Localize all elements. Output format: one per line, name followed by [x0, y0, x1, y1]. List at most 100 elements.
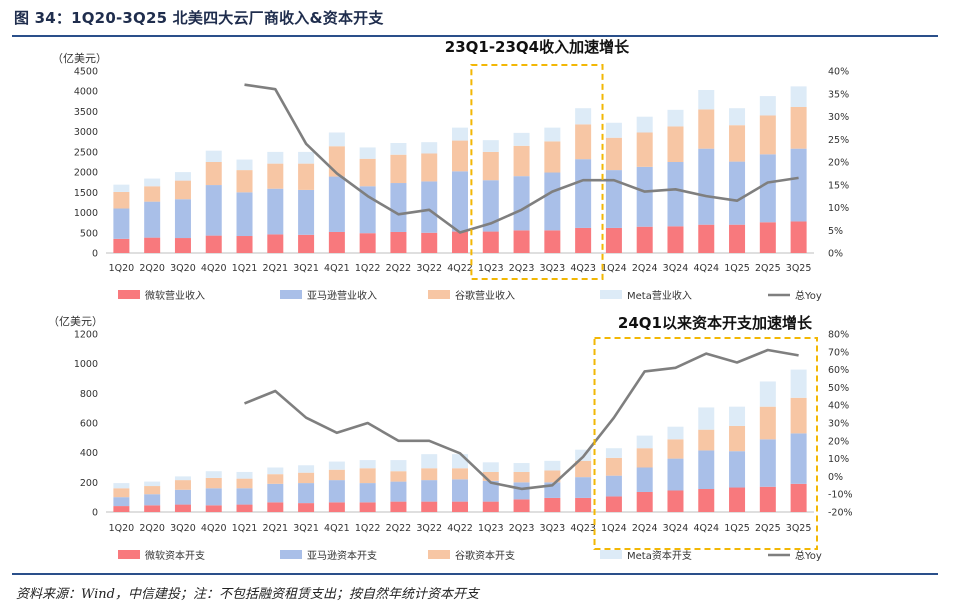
legend-swatch	[280, 550, 302, 559]
bar-segment	[174, 180, 191, 200]
bar-segment	[267, 467, 284, 475]
bar-segment	[729, 108, 746, 126]
bar-segment	[174, 476, 191, 481]
bar-segment	[144, 481, 161, 487]
y-unit-label: （亿美元）	[52, 52, 107, 65]
bar-segment	[174, 504, 191, 512]
bar-segment	[667, 426, 684, 440]
bar-segment	[605, 448, 622, 458]
bar-segment	[174, 489, 191, 505]
bar-segment	[390, 183, 407, 232]
bar-segment	[236, 159, 253, 171]
bar-segment	[451, 479, 469, 502]
bar-segment	[513, 132, 530, 146]
x-tick-label: 2Q25	[755, 263, 781, 274]
y-tick-label: 4000	[74, 87, 98, 98]
bar-segment	[605, 496, 622, 512]
bar-segment	[575, 124, 592, 160]
x-tick-label: 3Q23	[540, 523, 566, 534]
bar-segment	[544, 470, 561, 483]
bar-segment	[267, 483, 284, 503]
x-tick-label: 3Q23	[540, 263, 566, 274]
y2-tick-label: 70%	[828, 347, 849, 358]
bar-segment	[482, 140, 499, 152]
x-tick-label: 2Q22	[386, 263, 412, 274]
bar-segment	[605, 122, 622, 138]
bar-segment	[174, 172, 191, 181]
bar-segment	[421, 468, 438, 481]
bar-segment	[636, 132, 653, 167]
bar-segment	[421, 232, 438, 253]
y2-tick-label: 50%	[828, 383, 849, 394]
x-tick-label: 3Q21	[293, 523, 319, 534]
legend-label: 总Yoy	[795, 549, 822, 562]
bar-segment	[759, 406, 776, 440]
x-tick-label: 4Q20	[201, 523, 227, 534]
y-tick-label: 2000	[74, 168, 98, 179]
bar-segment	[144, 201, 161, 238]
bar-segment	[482, 501, 499, 512]
bar-segment	[605, 475, 622, 497]
x-tick-label: 2Q23	[509, 523, 535, 534]
bar-segment	[482, 151, 499, 181]
bar-segment	[451, 171, 469, 232]
y-tick-label: 600	[80, 419, 98, 430]
bar-segment	[359, 502, 376, 512]
y-tick-label: 1500	[74, 188, 98, 199]
legend-swatch	[118, 290, 140, 299]
bar-segment	[544, 127, 561, 142]
bar-segment	[790, 483, 807, 512]
bar-segment	[113, 238, 130, 253]
x-tick-label: 2Q25	[755, 523, 781, 534]
bar-segment	[698, 109, 715, 149]
bar-segment	[174, 480, 191, 490]
y2-tick-label: 60%	[828, 365, 849, 376]
bar-segment	[113, 184, 130, 192]
bar-segment	[544, 141, 561, 173]
y2-tick-label: 35%	[828, 89, 849, 100]
bar-segment	[482, 231, 499, 253]
title-rule	[12, 35, 938, 37]
bar-segment	[205, 488, 222, 506]
x-tick-label: 2Q20	[139, 523, 165, 534]
y-tick-label: 2500	[74, 147, 98, 158]
legend-swatch	[600, 290, 622, 299]
legend-label: 亚马逊资本开支	[307, 549, 377, 562]
yoy-line	[244, 83, 799, 234]
x-tick-label: 3Q22	[416, 523, 442, 534]
bar-segment	[513, 463, 530, 472]
bar-segment	[513, 471, 530, 483]
bar-segment	[451, 454, 469, 469]
bar-segment	[575, 108, 592, 125]
y-tick-label: 3000	[74, 127, 98, 138]
source-note: 资料来源：Wind，中信建投；注：不包括融资租赁支出；按自然年统计资本开支	[16, 587, 479, 602]
bar-segment	[759, 154, 776, 223]
bar-segment	[636, 448, 653, 468]
bar-segment	[205, 505, 222, 512]
bar-segment	[144, 178, 161, 187]
y-tick-label: 0	[92, 249, 98, 260]
x-tick-label: 2Q21	[262, 523, 288, 534]
bar-segment	[421, 501, 438, 512]
bar-segment	[790, 397, 807, 434]
bar-segment	[359, 158, 376, 187]
bar-segment	[113, 497, 130, 507]
bar-segment	[513, 176, 530, 231]
y2-tick-label: -10%	[828, 490, 853, 501]
bar-segment	[113, 506, 130, 512]
bar-segment	[298, 483, 315, 504]
bar-segment	[544, 230, 561, 253]
legend-swatch	[428, 290, 450, 299]
y2-tick-label: 0%	[828, 472, 843, 483]
bar-segment	[636, 435, 653, 449]
bar-segment	[790, 86, 807, 107]
y2-tick-label: 5%	[828, 226, 843, 237]
bar-segment	[790, 369, 807, 398]
bar-segment	[144, 494, 161, 506]
bar-segment	[267, 234, 284, 253]
x-tick-label: 2Q20	[139, 263, 165, 274]
bar-segment	[605, 227, 622, 253]
x-tick-label: 1Q24	[601, 263, 627, 274]
bar-segment	[236, 471, 253, 479]
bar-segment	[605, 457, 622, 476]
